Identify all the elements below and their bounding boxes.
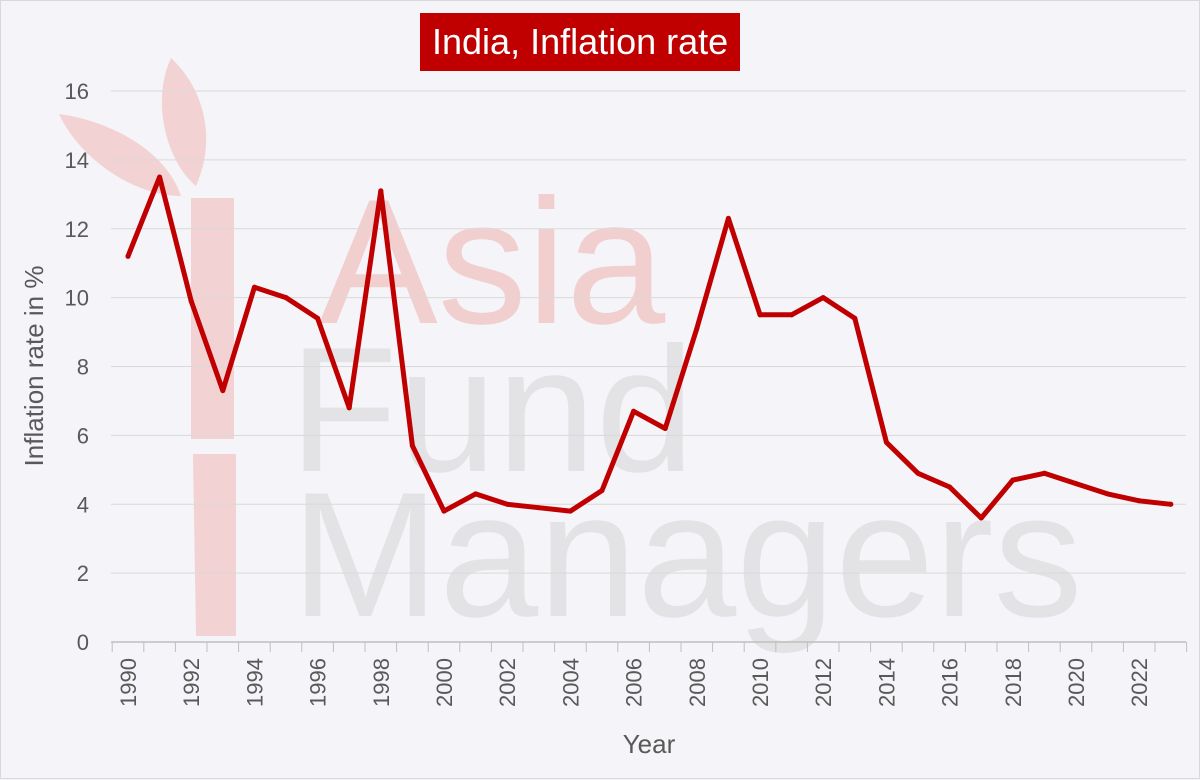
x-tick-label: 2008 [685,658,710,707]
data-point [757,312,763,318]
data-point [1073,481,1079,487]
x-tick-label: 2004 [558,658,583,707]
x-axis-title: Year [623,729,676,759]
x-tick-label: 2006 [622,658,647,707]
data-point [536,505,542,511]
axes: 0 2 4 6 8 10 12 14 16 1990 1992 1994 1996 1998 2000 200… [65,79,1188,707]
watermark-leaf-icon [59,58,236,636]
data-point [504,501,510,507]
x-tick-label: 2020 [1064,658,1089,707]
data-point [852,315,858,321]
y-tick-label: 4 [77,492,89,517]
x-tick-label: 2016 [938,658,963,707]
data-point [662,425,668,431]
data-point [251,284,257,290]
data-point [378,188,384,194]
y-tick-label: 2 [77,561,89,586]
watermark-line-3: Managers [291,455,1083,654]
y-tick-label: 14 [65,148,89,173]
y-tick-label: 10 [65,286,89,311]
y-tick-label: 8 [77,355,89,380]
data-point [1010,477,1016,483]
data-point [725,215,731,221]
x-tick-label: 1992 [179,658,204,707]
data-point [1168,501,1174,507]
data-point [567,508,573,514]
data-point [915,470,921,476]
x-tick-label: 1996 [306,658,331,707]
data-point [599,487,605,493]
data-point [631,408,637,414]
x-tick-label: 2000 [432,658,457,707]
data-point [315,315,321,321]
x-tick-label: 1990 [116,658,141,707]
x-tick-label: 1998 [369,658,394,707]
y-axis-title: Inflation rate in % [19,266,49,467]
data-point [1041,470,1047,476]
x-tick-label: 2014 [874,658,899,707]
data-point [188,298,194,304]
x-tick-label: 2022 [1127,658,1152,707]
data-point [157,174,163,180]
data-point [978,515,984,521]
x-tick-label: 2012 [811,658,836,707]
data-point [220,388,226,394]
x-tick-label: 1994 [242,658,267,707]
data-point [346,405,352,411]
data-point [473,491,479,497]
y-tick-label: 12 [65,217,89,242]
chart-title: India, Inflation rate [420,13,741,71]
data-point [789,312,795,318]
watermark-line-1: Asia [319,162,665,361]
data-point [125,253,131,259]
data-point [883,439,889,445]
data-point [947,484,953,490]
data-point [283,295,289,301]
data-point [441,508,447,514]
x-tick-label: 2010 [748,658,773,707]
data-point [694,326,700,332]
x-tick-label: 2002 [495,658,520,707]
watermark: Asia Fund Managers [59,58,1083,654]
series-line [125,174,1174,521]
y-tick-label: 0 [77,630,89,655]
data-point [1136,498,1142,504]
x-tick-label: 2018 [1001,658,1026,707]
data-point [409,443,415,449]
y-tick-label: 16 [65,79,89,104]
data-point [1105,491,1111,497]
y-tick-label: 6 [77,423,89,448]
data-point [820,295,826,301]
series-line-layer [125,174,1174,521]
